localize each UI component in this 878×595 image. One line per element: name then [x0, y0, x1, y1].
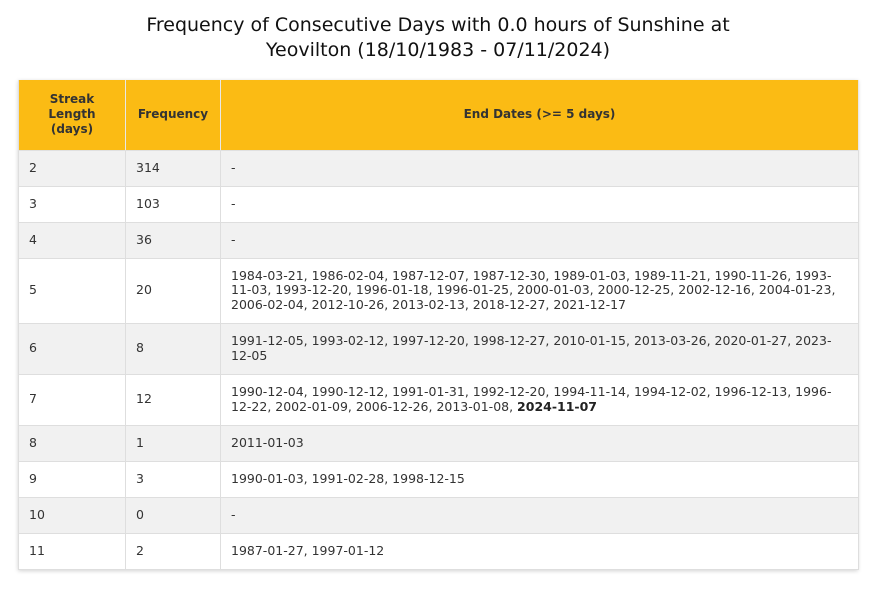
- streak-length-cell: 11: [18, 533, 126, 570]
- frequency-cell: 2: [125, 533, 221, 570]
- frequency-cell: 12: [125, 374, 221, 426]
- end-dates-cell: 1990-12-04, 1990-12-12, 1991-01-31, 1992…: [220, 374, 859, 426]
- latest-end-date: 2024-11-07: [517, 398, 598, 414]
- frequency-cell: 3: [125, 461, 221, 498]
- streak-header-line-3: (days): [50, 122, 94, 137]
- page-title: Frequency of Consecutive Days with 0.0 h…: [0, 13, 876, 63]
- streak-length-cell: 2: [18, 150, 126, 187]
- end-dates-cell: -: [220, 497, 859, 534]
- end-dates-text: -: [231, 159, 236, 175]
- table-row: 11 2 1987-01-27, 1997-01-12: [18, 533, 859, 570]
- end-dates-cell: 1984-03-21, 1986-02-04, 1987-12-07, 1987…: [220, 258, 859, 324]
- end-dates-cell: -: [220, 150, 859, 187]
- end-dates-text: -: [231, 506, 236, 522]
- column-header-frequency: Frequency: [125, 80, 221, 151]
- end-dates-text: 2011-01-03: [231, 434, 304, 450]
- frequency-cell: 36: [125, 222, 221, 259]
- streak-length-cell: 3: [18, 186, 126, 223]
- end-dates-cell: 1990-01-03, 1991-02-28, 1998-12-15: [220, 461, 859, 498]
- table-row: 9 3 1990-01-03, 1991-02-28, 1998-12-15: [18, 461, 859, 498]
- streak-length-cell: 7: [18, 374, 126, 426]
- table-header-row: Streak Length (days) Frequency End Dates…: [18, 80, 859, 151]
- streak-length-cell: 6: [18, 323, 126, 375]
- end-dates-cell: -: [220, 222, 859, 259]
- title-line-1: Frequency of Consecutive Days with 0.0 h…: [146, 14, 730, 36]
- streak-length-cell: 8: [18, 425, 126, 462]
- frequency-cell: 103: [125, 186, 221, 223]
- end-dates-text: -: [231, 231, 236, 247]
- frequency-cell: 8: [125, 323, 221, 375]
- table-row: 8 1 2011-01-03: [18, 425, 859, 462]
- streak-length-cell: 4: [18, 222, 126, 259]
- end-dates-text: 1984-03-21, 1986-02-04, 1987-12-07, 1987…: [231, 267, 836, 312]
- streak-header-line-1: Streak: [49, 92, 95, 107]
- table-row: 2 314-: [18, 150, 859, 187]
- end-dates-text: 1987-01-27, 1997-01-12: [231, 542, 385, 558]
- column-header-streak-length: Streak Length (days): [18, 80, 126, 151]
- end-dates-text: -: [231, 195, 236, 211]
- column-header-end-dates: End Dates (>= 5 days): [220, 80, 859, 151]
- end-dates-text: 1991-12-05, 1993-02-12, 1997-12-20, 1998…: [231, 333, 832, 363]
- frequency-cell: 0: [125, 497, 221, 534]
- table-row: 6 8 1991-12-05, 1993-02-12, 1997-12-20, 19…: [18, 323, 859, 375]
- table-row: 4 36-: [18, 222, 859, 259]
- end-dates-cell: 1991-12-05, 1993-02-12, 1997-12-20, 1998…: [220, 323, 859, 375]
- streak-length-cell: 5: [18, 258, 126, 324]
- end-dates-cell: 1987-01-27, 1997-01-12: [220, 533, 859, 570]
- table-row: 10 0-: [18, 497, 859, 534]
- end-dates-cell: 2011-01-03: [220, 425, 859, 462]
- end-dates-text: 1990-12-04, 1990-12-12, 1991-01-31, 1992…: [231, 384, 832, 414]
- end-dates-text: 1990-01-03, 1991-02-28, 1998-12-15: [231, 470, 465, 486]
- frequency-cell: 314: [125, 150, 221, 187]
- table-row: 5 20 1984-03-21, 1986-02-04, 1987-12-07, 1…: [18, 258, 859, 324]
- table-row: 3 103-: [18, 186, 859, 223]
- table-body: 2 314-3 103-4 36-5 20 1984-03-21, 1986-02-04,…: [18, 150, 859, 570]
- streak-frequency-table: Streak Length (days) Frequency End Dates…: [18, 80, 859, 570]
- streak-length-cell: 9: [18, 461, 126, 498]
- streak-length-cell: 10: [18, 497, 126, 534]
- table-row: 7 12 1990-12-04, 1990-12-12, 1991-01-31, 1…: [18, 374, 859, 426]
- frequency-cell: 1: [125, 425, 221, 462]
- frequency-cell: 20: [125, 258, 221, 324]
- title-line-2: Yeovilton (18/10/1983 - 07/11/2024): [265, 39, 611, 61]
- end-dates-cell: -: [220, 186, 859, 223]
- streak-header-line-2: Length: [48, 107, 96, 122]
- streak-table-container: Streak Length (days) Frequency End Dates…: [18, 80, 859, 570]
